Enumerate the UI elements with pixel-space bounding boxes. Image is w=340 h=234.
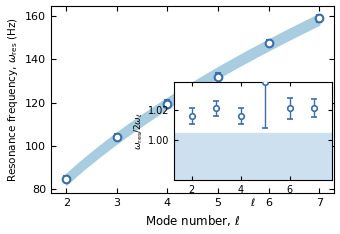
- X-axis label: Mode number, $\ell$: Mode number, $\ell$: [145, 213, 240, 228]
- Y-axis label: Resonance frequency, $\omega_{\rm res}$ (Hz): Resonance frequency, $\omega_{\rm res}$ …: [5, 17, 20, 182]
